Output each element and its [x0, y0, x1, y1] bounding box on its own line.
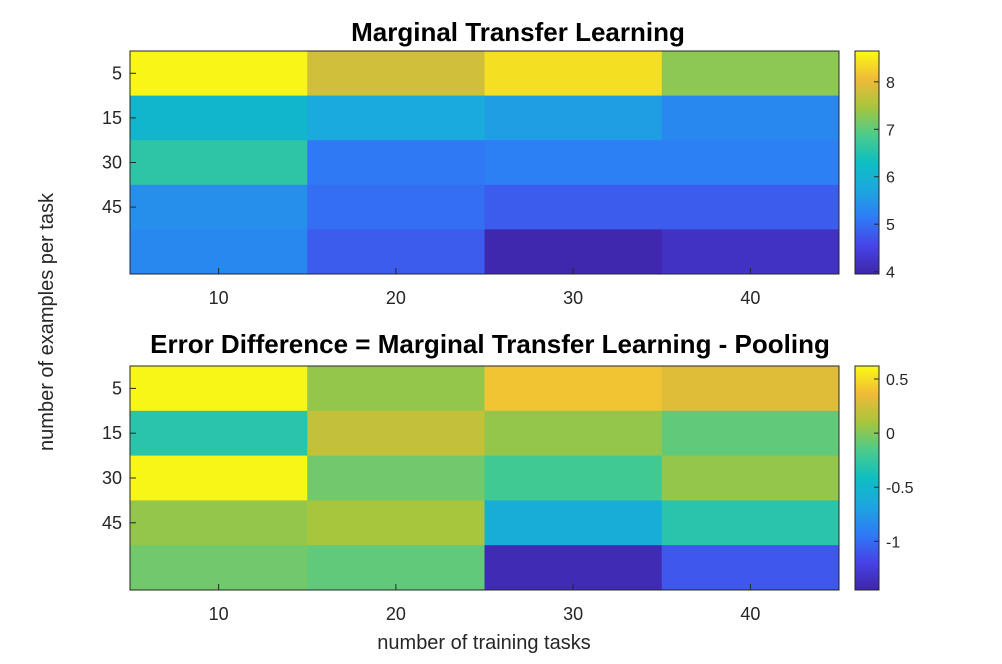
y-tick-label: 45 [102, 197, 122, 217]
x-tick-label: 40 [740, 288, 760, 308]
x-tick-label: 10 [209, 288, 229, 308]
heatmap-cell-r3-c2[interactable] [484, 184, 663, 230]
colorbar-ticks-bottom: 0.5 0 -0.5 -1 [874, 372, 914, 551]
y-tick-label: 45 [102, 513, 122, 533]
x-axis-label: number of training tasks [377, 632, 590, 654]
heatmap-cell-r0-c2[interactable] [484, 366, 663, 412]
heatmap-cell-r4-c1[interactable] [307, 229, 485, 275]
colorbar-tick-label: 0.5 [886, 372, 908, 389]
heatmap-cell-r0-c3[interactable] [661, 51, 840, 97]
heatmap-cell-r2-c1[interactable] [307, 455, 485, 501]
heatmap-cell-r0-c2[interactable] [484, 51, 663, 97]
heatmap-cell-r0-c3[interactable] [661, 366, 840, 412]
y-tick-label: 15 [102, 423, 122, 443]
heatmap-cell-r4-c0[interactable] [130, 545, 308, 591]
heatmap-cell-r1-c3[interactable] [661, 95, 840, 141]
heatmap-cell-r3-c3[interactable] [661, 184, 840, 230]
x-ticks-top: 10 20 30 40 [209, 268, 760, 308]
colorbar-tick-label: 0 [886, 426, 895, 443]
y-tick-label: 15 [102, 108, 122, 128]
x-tick-label: 20 [386, 288, 406, 308]
y-tick-label: 30 [102, 468, 122, 488]
heatmap-cell-r1-c3[interactable] [661, 410, 840, 457]
heatmap-cells-top [130, 51, 840, 275]
heatmap-cell-r0-c1[interactable] [307, 366, 485, 412]
colorbar-tick-label: -0.5 [886, 480, 914, 497]
x-tick-label: 20 [386, 604, 406, 624]
colorbar-top[interactable] [854, 50, 880, 275]
y-axis-label: number of examples per task [36, 192, 58, 451]
heatmap-panel-bottom: Error Difference = Marginal Transfer Lea… [102, 329, 914, 624]
x-tick-label: 10 [209, 604, 229, 624]
heatmap-cell-r3-c0[interactable] [130, 500, 308, 546]
x-tick-label: 30 [563, 288, 583, 308]
heatmap-cell-r1-c1[interactable] [307, 95, 485, 141]
heatmap-cell-r2-c0[interactable] [130, 140, 308, 186]
heatmap-cell-r2-c1[interactable] [307, 140, 485, 186]
colorbar-tick-label: 5 [886, 217, 895, 234]
colorbar-bottom[interactable] [854, 365, 880, 591]
heatmap-cell-r3-c3[interactable] [661, 500, 840, 546]
heatmap-cell-r1-c0[interactable] [130, 410, 308, 457]
colorbar-tick-label: 6 [886, 170, 895, 187]
heatmap-cell-r4-c1[interactable] [307, 545, 485, 591]
heatmap-cell-r2-c3[interactable] [661, 455, 840, 501]
heatmap-cell-r1-c2[interactable] [484, 95, 663, 141]
heatmap-cells-bottom [130, 366, 840, 591]
colorbar-tick-label: 4 [886, 265, 895, 282]
colorbar-tick-label: -1 [886, 534, 900, 551]
heatmap-cell-r2-c2[interactable] [484, 140, 663, 186]
y-ticks-top: 5 15 30 45 [102, 63, 136, 217]
heatmap-cell-r3-c1[interactable] [307, 500, 485, 546]
chart-title-bottom: Error Difference = Marginal Transfer Lea… [150, 329, 830, 359]
heatmap-cell-r4-c2[interactable] [484, 545, 663, 591]
heatmap-cell-r0-c0[interactable] [130, 51, 308, 97]
heatmap-cell-r3-c2[interactable] [484, 500, 663, 546]
heatmap-cell-r1-c1[interactable] [307, 410, 485, 457]
heatmap-cell-r1-c0[interactable] [130, 95, 308, 141]
y-tick-label: 30 [102, 153, 122, 173]
heatmap-cell-r3-c0[interactable] [130, 184, 308, 230]
y-tick-label: 5 [112, 63, 122, 83]
heatmap-cell-r4-c0[interactable] [130, 229, 308, 275]
heatmap-cell-r2-c3[interactable] [661, 140, 840, 186]
heatmap-cell-r4-c2[interactable] [484, 229, 663, 275]
heatmap-cell-r0-c1[interactable] [307, 51, 485, 97]
chart-title-top: Marginal Transfer Learning [351, 17, 685, 47]
heatmap-cell-r4-c3[interactable] [661, 545, 840, 591]
heatmap-panel-top: Marginal Transfer Learning 10 20 30 40 5 15 3… [102, 17, 895, 308]
heatmap-cell-r3-c1[interactable] [307, 184, 485, 230]
heatmap-cell-r1-c2[interactable] [484, 410, 663, 457]
y-ticks-bottom: 5 15 30 45 [102, 378, 136, 533]
heatmap-cell-r4-c3[interactable] [661, 229, 840, 275]
colorbar-tick-label: 8 [886, 75, 895, 92]
y-tick-label: 5 [112, 378, 122, 398]
x-tick-label: 30 [563, 604, 583, 624]
heatmap-cell-r0-c0[interactable] [130, 366, 308, 412]
colorbar-tick-label: 7 [886, 122, 895, 139]
x-tick-label: 40 [740, 604, 760, 624]
heatmap-cell-r2-c2[interactable] [484, 455, 663, 501]
x-ticks-bottom: 10 20 30 40 [209, 584, 760, 624]
colorbar-ticks-top: 4 5 6 7 8 [874, 75, 895, 282]
heatmap-cell-r2-c0[interactable] [130, 455, 308, 501]
